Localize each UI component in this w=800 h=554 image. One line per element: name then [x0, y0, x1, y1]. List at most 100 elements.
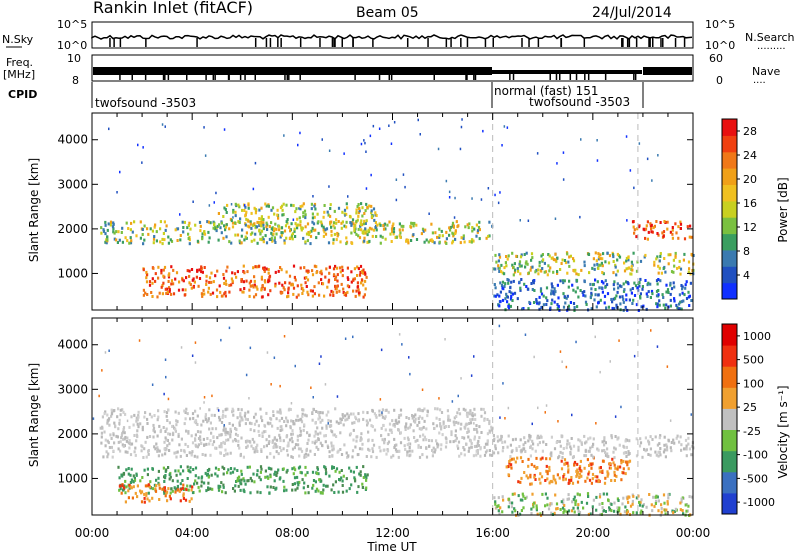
noise-cell — [318, 362, 321, 365]
data-cell — [174, 410, 177, 414]
data-cell — [276, 213, 279, 217]
data-cell — [203, 481, 206, 485]
data-cell — [240, 478, 243, 482]
data-cell — [119, 408, 122, 412]
data-cell — [154, 487, 157, 491]
data-cell — [650, 223, 653, 227]
data-cell — [527, 439, 530, 443]
noise-cell — [223, 424, 225, 427]
data-cell — [567, 509, 571, 513]
data-cell — [467, 226, 470, 230]
data-cell — [510, 466, 513, 470]
data-cell — [207, 230, 210, 234]
data-cell — [644, 253, 647, 257]
data-cell — [517, 269, 520, 273]
data-cell — [412, 233, 415, 237]
data-cell — [122, 410, 125, 414]
data-cell — [536, 436, 539, 440]
data-cell — [446, 409, 449, 413]
data-cell — [655, 220, 658, 223]
data-cell — [378, 413, 381, 417]
data-cell — [273, 238, 276, 242]
data-cell — [237, 443, 240, 447]
data-cell — [346, 266, 349, 270]
data-cell — [339, 421, 342, 425]
data-cell — [296, 434, 299, 438]
noise-cell — [656, 345, 659, 348]
data-cell — [194, 443, 197, 447]
data-cell — [228, 283, 231, 287]
data-cell — [152, 266, 155, 270]
data-cell — [267, 466, 270, 470]
data-cell — [513, 262, 516, 266]
data-cell — [244, 235, 247, 239]
data-cell — [610, 502, 613, 506]
data-cell — [589, 446, 592, 450]
data-cell — [477, 439, 480, 443]
data-cell — [641, 504, 644, 508]
data-cell — [240, 436, 243, 440]
data-cell — [233, 467, 236, 471]
power-ylabel: Slant Range [km] — [27, 158, 41, 262]
data-cell — [214, 227, 217, 231]
data-cell — [134, 453, 137, 457]
data-cell — [589, 436, 592, 440]
data-cell — [557, 304, 560, 308]
data-cell — [613, 307, 616, 311]
data-cell — [317, 489, 320, 493]
data-cell — [531, 447, 534, 451]
data-cell — [311, 289, 314, 293]
data-cell — [468, 412, 471, 416]
data-cell — [258, 224, 261, 227]
data-cell — [360, 202, 363, 206]
colorbar-swatch — [722, 184, 737, 202]
data-cell — [455, 220, 458, 224]
data-cell — [464, 408, 467, 412]
data-cell — [597, 448, 600, 452]
data-cell — [128, 446, 131, 450]
data-cell — [237, 439, 240, 443]
data-cell — [314, 207, 317, 211]
data-cell — [211, 427, 214, 431]
data-cell — [418, 415, 421, 419]
data-cell — [541, 253, 544, 256]
data-cell — [538, 477, 541, 481]
data-cell — [226, 471, 229, 475]
data-cell — [207, 481, 210, 485]
data-cell — [604, 279, 607, 283]
colorbar-ticklabel: 4 — [743, 269, 750, 282]
data-cell — [158, 424, 161, 428]
data-cell — [449, 440, 452, 444]
data-cell — [440, 443, 443, 447]
data-cell — [356, 218, 359, 222]
data-cell — [544, 504, 547, 508]
data-cell — [302, 486, 305, 490]
data-cell — [542, 303, 545, 307]
data-cell — [162, 281, 165, 285]
data-cell — [387, 433, 390, 437]
data-cell — [306, 471, 309, 475]
data-cell — [359, 281, 363, 285]
data-cell — [172, 268, 175, 272]
data-cell — [669, 446, 672, 450]
noise-cell — [324, 383, 327, 386]
data-cell — [684, 438, 688, 442]
data-cell — [588, 478, 592, 482]
colorbar-ticklabel: 1000 — [743, 330, 771, 343]
data-cell — [360, 228, 363, 232]
data-cell — [260, 288, 263, 292]
data-cell — [656, 495, 659, 499]
data-cell — [341, 416, 345, 419]
data-cell — [202, 419, 205, 423]
data-cell — [576, 462, 579, 466]
data-cell — [370, 204, 373, 208]
data-cell — [264, 475, 267, 479]
data-cell — [210, 280, 213, 284]
data-cell — [262, 221, 265, 225]
data-cell — [372, 228, 375, 232]
data-cell — [638, 503, 642, 507]
data-cell — [265, 204, 268, 208]
data-cell — [553, 447, 557, 451]
data-cell — [538, 295, 541, 299]
data-cell — [229, 427, 232, 431]
